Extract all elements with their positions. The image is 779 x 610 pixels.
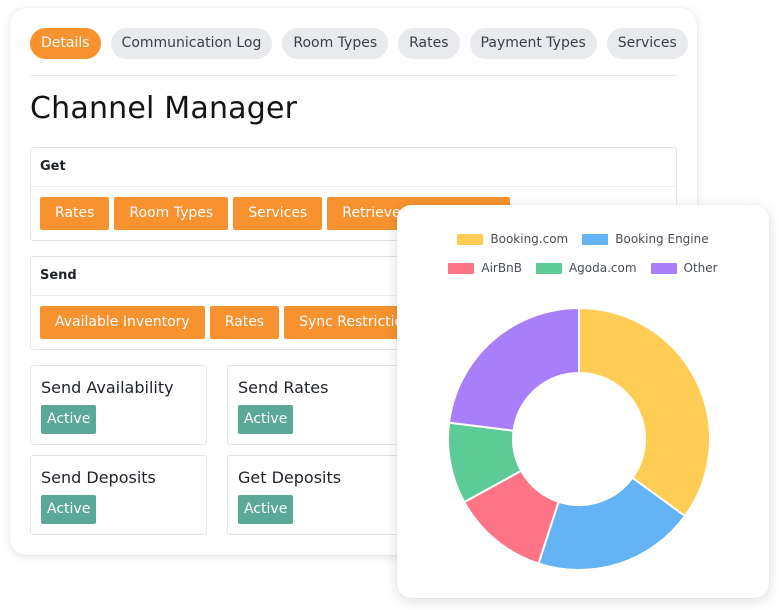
- tab-payment-types[interactable]: Payment Types: [469, 28, 597, 59]
- status-badge: Active: [238, 405, 294, 434]
- tab-room-types[interactable]: Room Types: [282, 28, 389, 59]
- status-send-availability: Send Availability Active: [30, 365, 207, 445]
- legend-swatch: [448, 262, 475, 274]
- status-badge: Active: [41, 495, 97, 524]
- get-room-types-button[interactable]: Room Types: [114, 197, 229, 230]
- legend-label: Booking.com: [490, 232, 569, 246]
- get-rates-button[interactable]: Rates: [40, 197, 110, 230]
- legend-swatch: [582, 233, 609, 245]
- tab-communication-log[interactable]: Communication Log: [110, 28, 273, 59]
- status-send-rates: Send Rates Active: [227, 365, 404, 445]
- donut-slice-booking-engine[interactable]: [537, 476, 687, 571]
- tab-details[interactable]: Details: [30, 28, 101, 59]
- legend-label: Booking Engine: [615, 232, 709, 246]
- legend-item-booking-engine[interactable]: Booking Engine: [582, 232, 709, 246]
- tab-services[interactable]: Services: [606, 28, 688, 59]
- get-services-button[interactable]: Services: [233, 197, 323, 230]
- chart-card: Booking.com Booking Engine AirBnB Agoda.…: [397, 205, 769, 598]
- legend-swatch: [535, 262, 562, 274]
- chart-legend-row-2: AirBnB Agoda.com Other: [397, 261, 769, 275]
- status-label: Send Availability: [41, 378, 174, 397]
- legend-item-other[interactable]: Other: [650, 261, 718, 275]
- page-title: Channel Manager: [30, 91, 298, 126]
- status-badge: Active: [238, 495, 294, 524]
- donut-slice-booking-com[interactable]: [578, 306, 711, 518]
- status-get-deposits: Get Deposits Active: [227, 455, 404, 535]
- tab-bar: Details Communication Log Room Types Rat…: [30, 28, 688, 59]
- legend-label: Agoda.com: [568, 261, 637, 275]
- status-badge: Active: [41, 405, 97, 434]
- send-available-inventory-button[interactable]: Available Inventory: [40, 306, 205, 339]
- send-rates-button[interactable]: Rates: [209, 306, 280, 339]
- legend-label: Other: [683, 261, 718, 275]
- donut-chart: [447, 306, 711, 571]
- donut-slice-other[interactable]: [447, 306, 580, 432]
- chart-legend-row-1: Booking.com Booking Engine: [397, 232, 769, 246]
- legend-label: AirBnB: [481, 261, 522, 275]
- tab-rates[interactable]: Rates: [398, 28, 460, 59]
- legend-swatch: [457, 233, 484, 245]
- tab-divider: [30, 75, 677, 76]
- status-send-deposits: Send Deposits Active: [30, 455, 207, 535]
- legend-item-booking-com[interactable]: Booking.com: [457, 232, 568, 246]
- status-label: Get Deposits: [238, 468, 342, 487]
- status-label: Send Rates: [238, 378, 329, 397]
- get-section-title: Get: [31, 148, 676, 187]
- legend-item-airbnb[interactable]: AirBnB: [448, 261, 522, 275]
- legend-swatch: [650, 262, 677, 274]
- send-section-title: Send: [31, 257, 676, 296]
- legend-item-agoda-com[interactable]: Agoda.com: [535, 261, 637, 275]
- status-label: Send Deposits: [41, 468, 156, 487]
